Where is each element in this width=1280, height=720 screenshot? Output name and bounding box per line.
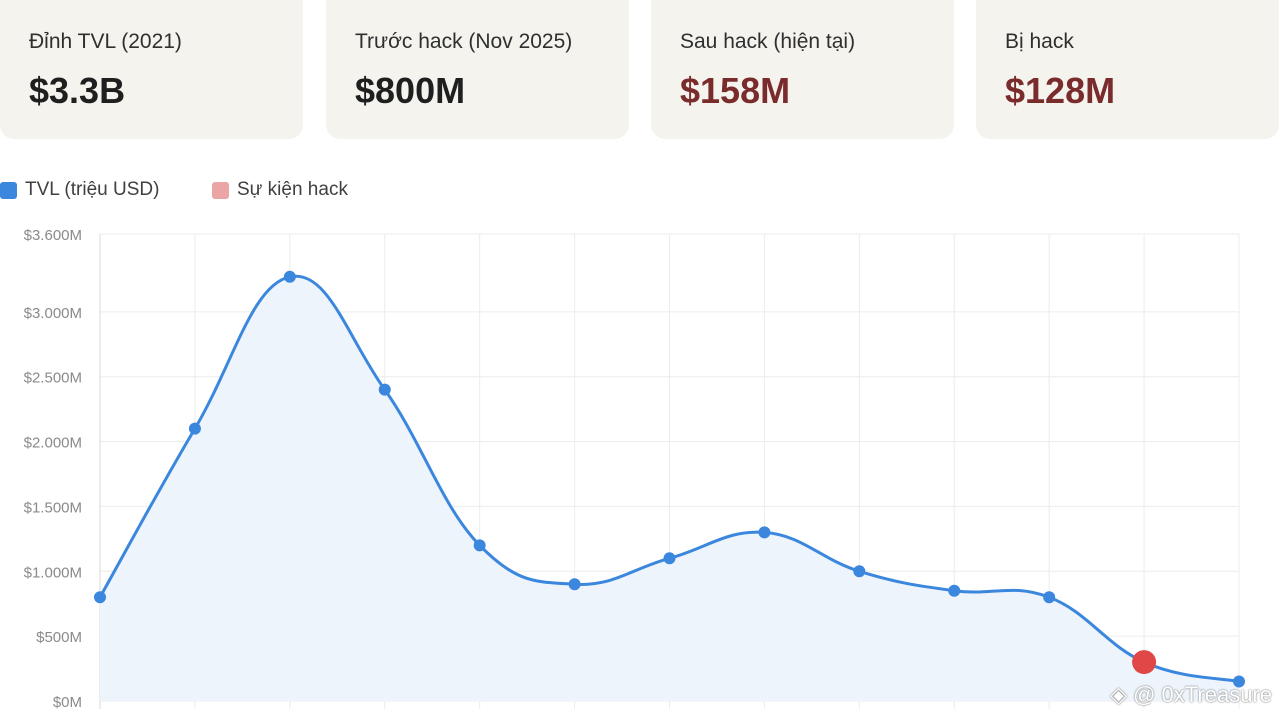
y-tick-label: $3.000M bbox=[24, 305, 82, 322]
tvl-data-point[interactable] bbox=[188, 422, 201, 435]
stat-value: $800M bbox=[355, 70, 466, 111]
y-tick-label: $1.500M bbox=[24, 499, 82, 516]
series-line-layer bbox=[98, 274, 1240, 684]
stat-value: $128M bbox=[1005, 70, 1116, 111]
tvl-data-point[interactable] bbox=[283, 270, 296, 283]
data-points-layer bbox=[94, 270, 1245, 688]
tvl-data-point[interactable] bbox=[1043, 591, 1056, 604]
stat-card-before-hack: Trước hack (Nov 2025) $800M bbox=[326, 0, 629, 139]
tvl-data-point[interactable] bbox=[663, 552, 676, 565]
tvl-data-point[interactable] bbox=[378, 383, 391, 396]
tvl-data-point[interactable] bbox=[473, 539, 486, 552]
y-tick-label: $3.600M bbox=[24, 227, 82, 244]
tvl-line-chart: $0M $500M $1.000M $1.500M $2.000M $2.500M $3.0… bbox=[24, 227, 1245, 711]
stat-label: Đỉnh TVL (2021) bbox=[29, 30, 182, 53]
stat-value: $158M bbox=[680, 70, 791, 111]
stat-card-peak-tvl: Đỉnh TVL (2021) $3.3B bbox=[0, 0, 303, 139]
y-tick-label: $2.500M bbox=[24, 370, 82, 387]
watermark: ◈ @ 0xTreasure bbox=[1110, 682, 1272, 707]
legend-swatch-hack bbox=[212, 182, 229, 199]
tvl-series-line bbox=[98, 274, 1240, 684]
stat-label: Bị hack bbox=[1005, 30, 1074, 53]
tvl-data-point[interactable] bbox=[568, 578, 581, 591]
legend-label-hack: Sự kiện hack bbox=[237, 179, 348, 200]
tvl-data-point[interactable] bbox=[1233, 675, 1245, 688]
stat-value: $3.3B bbox=[29, 70, 126, 111]
hack-event-point[interactable] bbox=[1132, 650, 1157, 675]
y-tick-label: $1.000M bbox=[24, 564, 82, 581]
stat-card-after-hack: Sau hack (hiện tại) $158M bbox=[651, 0, 954, 139]
stat-label: Sau hack (hiện tại) bbox=[680, 30, 856, 53]
tvl-data-point[interactable] bbox=[94, 591, 106, 604]
y-tick-label: $500M bbox=[36, 629, 82, 646]
tvl-data-point[interactable] bbox=[853, 565, 866, 578]
y-tick-label: $0M bbox=[53, 694, 82, 711]
y-tick-label: $2.000M bbox=[24, 435, 82, 452]
stat-card-hacked-amount: Bị hack $128M bbox=[976, 0, 1279, 139]
stat-label: Trước hack (Nov 2025) bbox=[355, 30, 573, 53]
tvl-data-point[interactable] bbox=[948, 584, 961, 597]
legend-swatch-tvl bbox=[0, 182, 17, 199]
y-axis-ticks: $0M $500M $1.000M $1.500M $2.000M $2.500M $3.0… bbox=[24, 227, 82, 711]
stats-cards: Đỉnh TVL (2021) $3.3B Trước hack (Nov 20… bbox=[0, 0, 1280, 140]
legend-label-tvl: TVL (triệu USD) bbox=[25, 179, 160, 200]
tvl-data-point[interactable] bbox=[758, 526, 771, 539]
